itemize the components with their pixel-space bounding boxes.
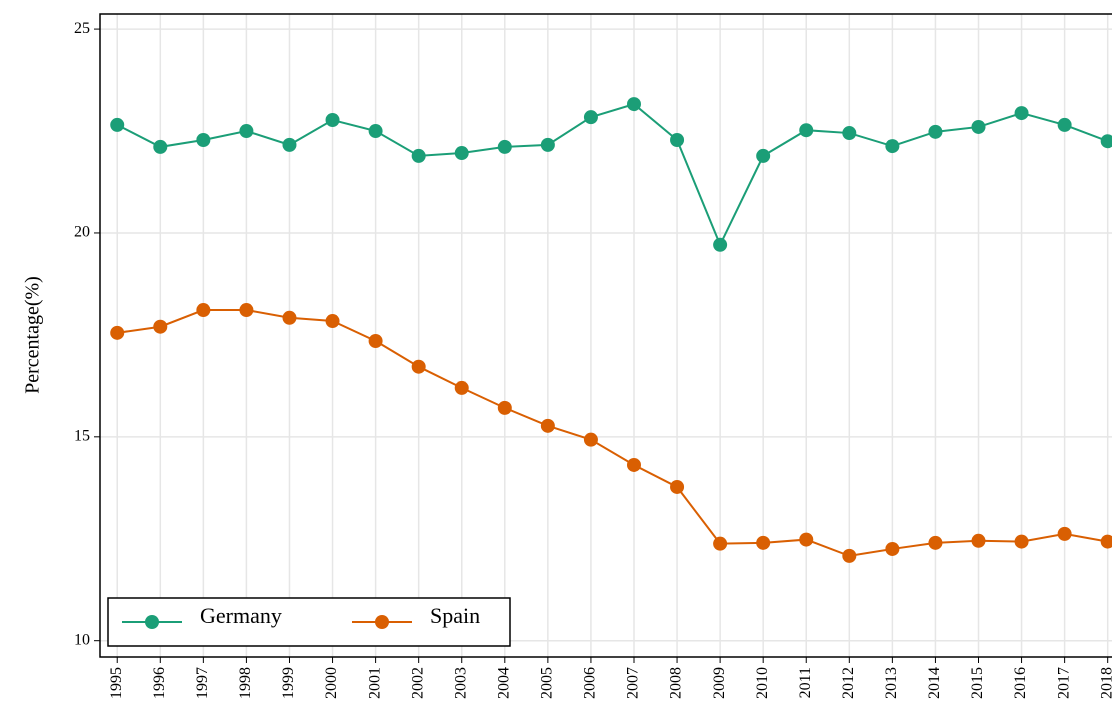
- data-point: [239, 303, 254, 318]
- y-tick-label: 10: [74, 631, 90, 648]
- data-point: [670, 132, 685, 147]
- x-tick-label: 1999: [280, 667, 297, 699]
- data-point: [756, 148, 771, 163]
- data-point: [540, 137, 555, 152]
- data-point: [325, 314, 340, 329]
- data-point: [670, 479, 685, 494]
- data-point: [971, 119, 986, 134]
- data-point: [885, 139, 900, 154]
- data-point: [971, 533, 986, 548]
- data-point: [1057, 526, 1072, 541]
- data-point: [110, 117, 125, 132]
- x-tick-label: 2010: [754, 667, 771, 699]
- x-tick-label: 2017: [1055, 667, 1072, 699]
- data-point: [842, 126, 857, 141]
- data-point: [454, 146, 469, 161]
- data-point: [239, 124, 254, 139]
- data-point: [1100, 534, 1112, 549]
- data-point: [196, 303, 211, 318]
- data-point: [368, 334, 383, 349]
- x-tick-label: 2007: [625, 667, 642, 699]
- data-point: [153, 139, 168, 154]
- data-point: [799, 532, 814, 547]
- x-tick-label: 2006: [582, 667, 599, 699]
- y-tick-label: 15: [74, 427, 90, 444]
- x-tick-label: 2018: [1098, 667, 1112, 699]
- y-tick-label: 25: [74, 20, 90, 37]
- legend-marker: [375, 615, 389, 629]
- data-point: [928, 124, 943, 139]
- data-point: [497, 400, 512, 415]
- data-point: [540, 418, 555, 433]
- series-line: [117, 309, 1108, 557]
- x-tick-label: 2015: [969, 667, 986, 699]
- data-point: [626, 97, 641, 112]
- data-point: [497, 139, 512, 154]
- data-point: [928, 535, 943, 550]
- legend-marker: [145, 615, 159, 629]
- x-tick-label: 2008: [668, 667, 685, 699]
- data-point: [713, 536, 728, 551]
- legend-label: Spain: [430, 603, 480, 628]
- data-point: [713, 237, 728, 252]
- x-tick-label: 2004: [495, 667, 512, 699]
- data-point: [885, 541, 900, 556]
- data-point: [799, 123, 814, 138]
- x-tick-label: 2000: [323, 667, 340, 699]
- data-point: [196, 132, 211, 147]
- legend-label: Germany: [200, 603, 282, 628]
- data-point: [1057, 117, 1072, 132]
- x-tick-label: 2013: [883, 667, 900, 699]
- data-point: [282, 310, 297, 325]
- x-tick-label: 2003: [452, 667, 469, 699]
- x-tick-label: 2014: [926, 667, 943, 699]
- x-tick-label: 2005: [539, 667, 556, 699]
- data-point: [583, 432, 598, 447]
- x-tick-label: 1995: [108, 667, 125, 699]
- y-axis-label: Percentage(%): [22, 276, 44, 394]
- data-point: [1100, 134, 1112, 149]
- series-line: [116, 102, 1109, 248]
- data-point: [626, 457, 641, 472]
- data-point: [368, 124, 383, 139]
- x-tick-label: 2009: [711, 667, 728, 699]
- data-point: [325, 113, 340, 128]
- data-point: [153, 319, 168, 334]
- x-tick-label: 1996: [151, 667, 168, 699]
- x-tick-label: 1998: [237, 667, 254, 699]
- x-tick-label: 2001: [366, 667, 383, 699]
- x-tick-label: 2012: [840, 667, 857, 699]
- data-point: [411, 359, 426, 374]
- axis-frame: [99, 13, 1112, 658]
- x-tick-label: 2002: [409, 667, 426, 699]
- x-tick-label: 2016: [1012, 667, 1029, 699]
- data-point: [1014, 106, 1029, 121]
- data-point: [842, 548, 857, 563]
- data-point: [583, 110, 598, 125]
- data-point: [454, 380, 469, 395]
- data-point: [411, 148, 426, 163]
- data-point: [110, 325, 125, 340]
- data-point: [1014, 534, 1029, 549]
- data-point: [282, 137, 297, 152]
- x-tick-label: 1997: [194, 667, 211, 699]
- y-tick-label: 20: [74, 224, 90, 241]
- data-point: [756, 535, 771, 550]
- x-tick-label: 2011: [797, 667, 814, 698]
